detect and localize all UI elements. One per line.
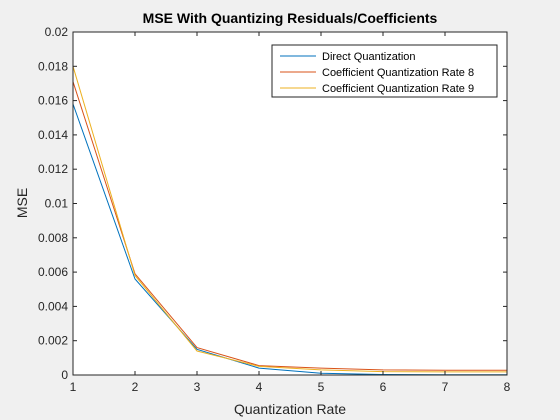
x-tick-label: 2 (132, 380, 139, 394)
legend: Direct Quantization Coefficient Quantizat… (271, 44, 498, 98)
series-line-3 (72, 66, 507, 373)
y-tick-label: 0.018 (38, 59, 68, 73)
x-tick-label: 7 (442, 380, 449, 394)
y-tick-label: 0.016 (38, 94, 68, 108)
chart-title: MSE With Quantizing Residuals/Coefficien… (143, 10, 438, 26)
y-axis-label: MSE (14, 188, 30, 218)
y-tick-label: 0.012 (38, 162, 68, 176)
x-tick-label: 3 (194, 380, 201, 394)
y-tick-label: 0.014 (38, 128, 68, 142)
x-tick-label: 4 (256, 380, 263, 394)
y-tick-label: 0.008 (38, 231, 68, 245)
y-tick-label: 0 (61, 368, 68, 382)
y-tick-label: 0.01 (45, 197, 69, 211)
y-tick-label: 0.004 (38, 299, 68, 313)
legend-label-2: Coefficient Quantization Rate 8 (322, 67, 474, 79)
legend-label-1: Direct Quantization (322, 51, 416, 63)
series-line-2 (72, 81, 507, 371)
x-tick-label: 8 (504, 380, 511, 394)
x-axis-label: Quantization Rate (234, 401, 346, 417)
y-tick-label: 0.002 (38, 334, 68, 348)
x-tick-label: 5 (318, 380, 325, 394)
x-tick-label: 1 (70, 380, 77, 394)
x-tick-label: 6 (380, 380, 387, 394)
y-tick-label: 0.02 (45, 25, 69, 39)
legend-label-3: Coefficient Quantization Rate 9 (322, 83, 474, 95)
y-tick-label: 0.006 (38, 265, 68, 279)
axis-ticks: 1 2 3 4 5 6 7 8 0 0.002 0.004 0.006 0.008 0.01 0.012 0.… (38, 25, 511, 394)
